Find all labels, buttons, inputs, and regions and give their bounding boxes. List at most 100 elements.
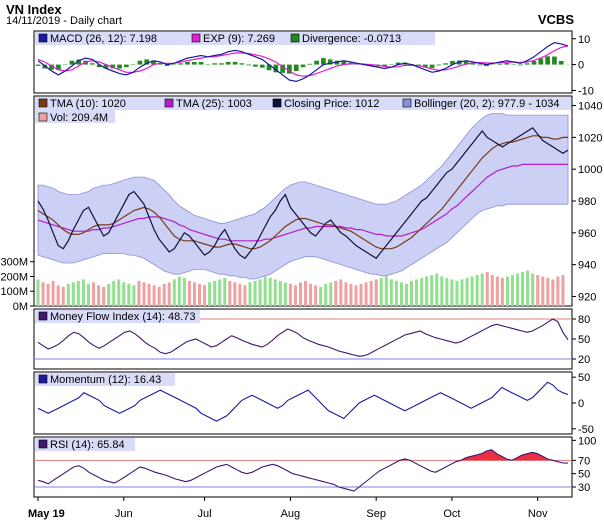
divergence-bar bbox=[558, 60, 564, 65]
volume-bar bbox=[445, 277, 449, 306]
price-legend-entry: Vol: 209.4M bbox=[50, 112, 108, 124]
divergence-bar bbox=[219, 63, 224, 65]
divergence-bar bbox=[246, 64, 251, 66]
price-legend-swatch bbox=[38, 98, 48, 108]
volume-bar bbox=[389, 279, 393, 306]
momentum-line bbox=[37, 381, 569, 422]
divergence-bar bbox=[239, 63, 245, 65]
price-legend-swatch bbox=[402, 98, 412, 108]
volume-bar bbox=[228, 280, 232, 306]
price-legend-entry: TMA (25): 1003 bbox=[176, 98, 252, 110]
divergence-bar bbox=[368, 64, 374, 66]
volume-bar bbox=[263, 276, 267, 306]
volume-bar bbox=[339, 279, 343, 306]
divergence-bar bbox=[388, 64, 394, 66]
volume-bar bbox=[288, 283, 292, 306]
rsi-ytick-label: 30 bbox=[578, 482, 590, 494]
volume-bar bbox=[203, 285, 207, 306]
divergence-bar bbox=[518, 64, 523, 66]
volume-bar bbox=[192, 282, 196, 306]
exp-line bbox=[37, 45, 569, 77]
volume-bar bbox=[56, 285, 60, 306]
divergence-bar bbox=[164, 64, 170, 66]
volume-bar bbox=[172, 279, 176, 306]
volume-bar bbox=[521, 272, 525, 306]
divergence-bar bbox=[198, 62, 204, 65]
volume-bar bbox=[248, 282, 252, 306]
divergence-bar bbox=[253, 64, 258, 67]
rsi-legend-swatch bbox=[38, 439, 48, 449]
macd-legend-swatch bbox=[290, 33, 300, 43]
divergence-bar bbox=[395, 62, 401, 65]
volume-bar bbox=[404, 283, 408, 306]
divergence-bar bbox=[157, 63, 163, 65]
volume-bar bbox=[450, 279, 454, 306]
divergence-bar bbox=[117, 64, 122, 69]
volume-bar bbox=[177, 276, 181, 306]
volume-bar bbox=[531, 273, 535, 306]
volume-bar bbox=[157, 286, 161, 306]
divergence-bar bbox=[151, 60, 156, 65]
divergence-bar bbox=[280, 64, 285, 73]
divergence-bar bbox=[422, 64, 428, 68]
volume-bar bbox=[516, 273, 520, 306]
volume-tick-label: 300M bbox=[0, 257, 28, 269]
divergence-bar bbox=[552, 56, 557, 65]
volume-bar bbox=[415, 279, 419, 306]
macd-legend-background bbox=[35, 32, 435, 45]
closing-price-line bbox=[37, 127, 569, 260]
volume-bar bbox=[182, 277, 186, 306]
x-axis-label: May 19 bbox=[28, 508, 65, 520]
divergence-bar bbox=[334, 60, 340, 65]
volume-bar bbox=[329, 282, 333, 306]
divergence-bar bbox=[341, 60, 347, 65]
macd-legend-entry: MACD (26, 12): 7.198 bbox=[50, 33, 157, 45]
divergence-bar bbox=[76, 59, 82, 65]
volume-bar bbox=[354, 285, 358, 306]
price-legend-swatch bbox=[272, 98, 282, 108]
divergence-bar bbox=[382, 64, 387, 67]
x-axis-label: Sep bbox=[366, 508, 386, 520]
divergence-bar bbox=[171, 64, 177, 66]
divergence-bar bbox=[321, 58, 326, 65]
divergence-bar bbox=[273, 64, 279, 73]
divergence-bar bbox=[287, 64, 292, 74]
volume-bar bbox=[102, 286, 106, 306]
volume-bar bbox=[425, 276, 429, 306]
divergence-bar bbox=[300, 64, 306, 68]
volume-bar bbox=[470, 276, 474, 306]
volume-bar bbox=[36, 279, 40, 306]
rsi-line bbox=[37, 449, 569, 492]
divergence-bar bbox=[429, 64, 435, 68]
volume-bar bbox=[359, 283, 363, 306]
rsi-ytick-label: 70 bbox=[578, 455, 590, 467]
volume-bar bbox=[314, 285, 318, 306]
volume-tick-label: 200M bbox=[0, 271, 28, 283]
volume-bar bbox=[268, 277, 272, 306]
volume-bar bbox=[97, 285, 101, 306]
price-ytick-label: 980 bbox=[578, 196, 596, 208]
volume-bar bbox=[152, 285, 156, 306]
macd-ytick-label: 10 bbox=[578, 34, 590, 46]
mfi-legend-swatch bbox=[38, 311, 48, 321]
divergence-bar bbox=[62, 64, 68, 66]
price-legend-entry: Closing Price: 1012 bbox=[284, 98, 379, 110]
volume-bar bbox=[137, 280, 141, 306]
volume-bar bbox=[253, 280, 257, 306]
divergence-bar bbox=[130, 64, 136, 66]
volume-bar bbox=[394, 280, 398, 306]
price-ytick-label: 940 bbox=[578, 260, 596, 272]
divergence-bar bbox=[90, 63, 95, 65]
volume-bar bbox=[142, 282, 146, 306]
macd-line bbox=[37, 41, 569, 83]
x-axis-label: Nov bbox=[528, 508, 548, 520]
tma25-line bbox=[37, 163, 568, 242]
divergence-bar bbox=[137, 60, 143, 65]
divergence-bar bbox=[259, 64, 265, 68]
mfi-legend-background bbox=[35, 310, 200, 323]
divergence-bar bbox=[531, 60, 537, 65]
volume-bar bbox=[490, 275, 494, 306]
volume-bar bbox=[81, 279, 85, 306]
volume-bar bbox=[61, 286, 65, 306]
macd-legend-entry: EXP (9): 7.269 bbox=[203, 33, 275, 45]
